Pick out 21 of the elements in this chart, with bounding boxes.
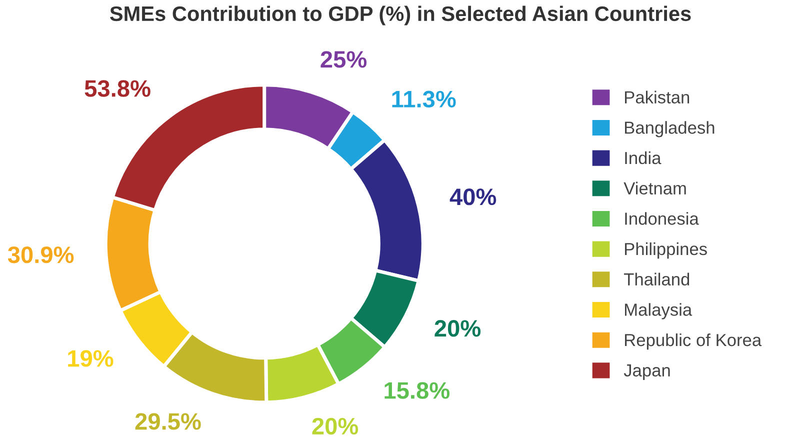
legend-label: Malaysia bbox=[625, 303, 692, 320]
legend-label: Pakistan bbox=[625, 90, 690, 104]
data-label: 25% bbox=[320, 51, 367, 68]
data-label: 20% bbox=[312, 418, 358, 435]
legend-label: Philippines bbox=[625, 242, 707, 259]
legend-label: Republic of Korea bbox=[625, 333, 762, 350]
data-label: 30.9% bbox=[8, 246, 74, 264]
chart-title: SMEs Contribution to GDP (%) in Selected Asian Countries bbox=[110, 6, 691, 26]
data-label: 40% bbox=[450, 188, 496, 206]
legend-label: India bbox=[625, 151, 662, 164]
data-label: 20% bbox=[434, 320, 481, 337]
data-label: 29.5% bbox=[135, 413, 201, 430]
data-label: 15.8% bbox=[384, 382, 450, 399]
data-label: 11.3% bbox=[392, 90, 456, 108]
legend-label: Bangladesh bbox=[625, 121, 714, 138]
legend-label: Japan bbox=[624, 364, 670, 380]
data-label: 53.8% bbox=[84, 80, 150, 97]
legend-label: Vietnam bbox=[624, 182, 686, 195]
legend-label: Indonesia bbox=[625, 212, 699, 225]
data-label: 19% bbox=[68, 350, 114, 367]
legend-label: Thailand bbox=[624, 272, 690, 286]
